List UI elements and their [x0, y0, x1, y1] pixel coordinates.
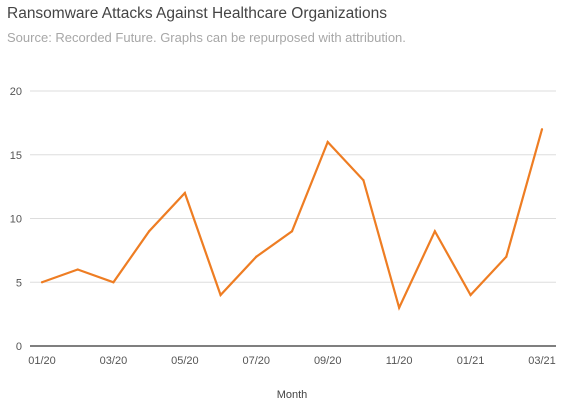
- y-tick-label: 0: [16, 341, 22, 353]
- x-axis-title: Month: [277, 389, 308, 401]
- data-point: [362, 179, 365, 182]
- y-tick-label: 5: [16, 277, 22, 289]
- data-point: [112, 281, 115, 284]
- data-point: [398, 306, 401, 309]
- y-tick-label: 15: [10, 150, 22, 162]
- chart-subtitle: Source: Recorded Future. Graphs can be r…: [7, 30, 406, 45]
- x-tick-label: 01/20: [28, 355, 56, 367]
- x-tick-label: 07/20: [243, 355, 271, 367]
- x-axis-tick-labels: 01/20 03/20 05/20 07/20 09/20 11/20 01/21 03/21: [28, 355, 556, 367]
- data-point: [433, 230, 436, 233]
- x-tick-label: 11/20: [386, 355, 413, 367]
- x-tick-label: 03/20: [100, 355, 128, 367]
- data-point: [40, 281, 44, 284]
- data-point: [469, 293, 472, 297]
- data-point: [255, 255, 258, 258]
- data-point: [76, 268, 79, 271]
- y-axis-tick-labels: 0 5 10 15 20: [10, 86, 22, 353]
- data-point: [540, 128, 544, 131]
- x-tick-label: 05/20: [171, 355, 199, 367]
- x-tick-label: 09/20: [314, 355, 342, 367]
- chart-title: Ransomware Attacks Against Healthcare Or…: [7, 5, 387, 22]
- y-tick-label: 20: [10, 86, 22, 98]
- data-point: [219, 293, 222, 297]
- x-tick-label: 03/21: [528, 355, 556, 367]
- data-point: [290, 230, 294, 233]
- data-point: [183, 191, 186, 195]
- y-tick-label: 10: [10, 214, 22, 226]
- x-tick-label: 01/21: [457, 355, 485, 367]
- data-point: [326, 140, 329, 144]
- gridlines: [30, 90, 556, 347]
- data-point: [505, 255, 508, 258]
- data-point: [148, 230, 151, 233]
- series-layer: [40, 128, 544, 311]
